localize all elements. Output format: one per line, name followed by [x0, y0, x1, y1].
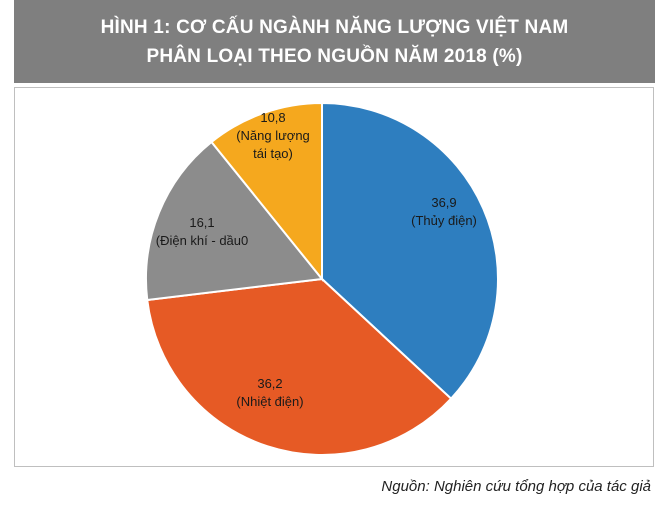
slice-label-nang-luong-tai-tao: 10,8 (Năng lượng tái tạo) [236, 110, 310, 161]
title-banner: HÌNH 1: CƠ CẤU NGÀNH NĂNG LƯỢNG VIỆT NAM… [14, 0, 655, 83]
pie-slice-nang-luong-tai-tao [210, 101, 323, 282]
pie-slice-nhiet-dien [146, 277, 453, 456]
slice-label-thuy-dien: 36,9 (Thủy điện) [411, 195, 477, 228]
chart-title-line-1: HÌNH 1: CƠ CẤU NGÀNH NĂNG LƯỢNG VIỆT NAM [100, 17, 569, 38]
chart-title-line-2: PHÂN LOẠI THEO NGUỒN NĂM 2018 (%) [146, 46, 523, 67]
slice-label-nhiet-dien: 36,2 (Nhiệt điện) [236, 376, 303, 409]
pie-slice-thuy-dien [321, 101, 499, 401]
pie-slice-dien-khi-dau [144, 140, 324, 302]
source-note: Nguồn: Nghiên cứu tổng hợp của tác giả [381, 478, 651, 495]
slice-label-dien-khi-dau: 16,1 (Điện khí - dầu0 [156, 215, 249, 248]
